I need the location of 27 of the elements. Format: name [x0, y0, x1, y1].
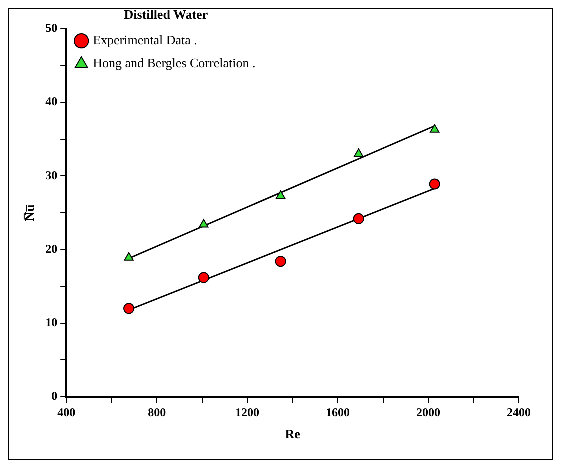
- point: [124, 252, 134, 261]
- y-tick-label: 50: [46, 21, 58, 36]
- point: [429, 178, 440, 190]
- x-tick-label: 2000: [416, 405, 441, 420]
- x-tick-label: 800: [148, 405, 166, 420]
- point: [198, 272, 210, 284]
- legend-label: Experimental Data .: [93, 32, 198, 48]
- point: [430, 124, 440, 133]
- y-tick-label: 30: [46, 168, 58, 182]
- y-tick-label: 40: [46, 94, 58, 109]
- x-axis-title: Re: [285, 426, 301, 442]
- legend-label: Hong and Bergles Correlation .: [93, 56, 256, 71]
- y-tick-label: 20: [46, 242, 58, 256]
- x-tick-label: 1200: [236, 405, 260, 420]
- point: [275, 256, 286, 268]
- y-tick-label: 0: [52, 389, 58, 404]
- point: [354, 148, 364, 158]
- y-tick-label: 10: [46, 315, 58, 330]
- x-tick-label: 2400: [507, 405, 531, 420]
- point: [199, 219, 209, 228]
- point: [124, 303, 135, 314]
- legend-title: Distilled Water: [124, 6, 208, 22]
- y-axis-title: N̅u̅: [22, 204, 38, 222]
- point: [353, 213, 364, 224]
- point: [276, 190, 286, 200]
- x-tick-label: 400: [58, 405, 76, 420]
- x-tick-label: 1600: [326, 405, 350, 420]
